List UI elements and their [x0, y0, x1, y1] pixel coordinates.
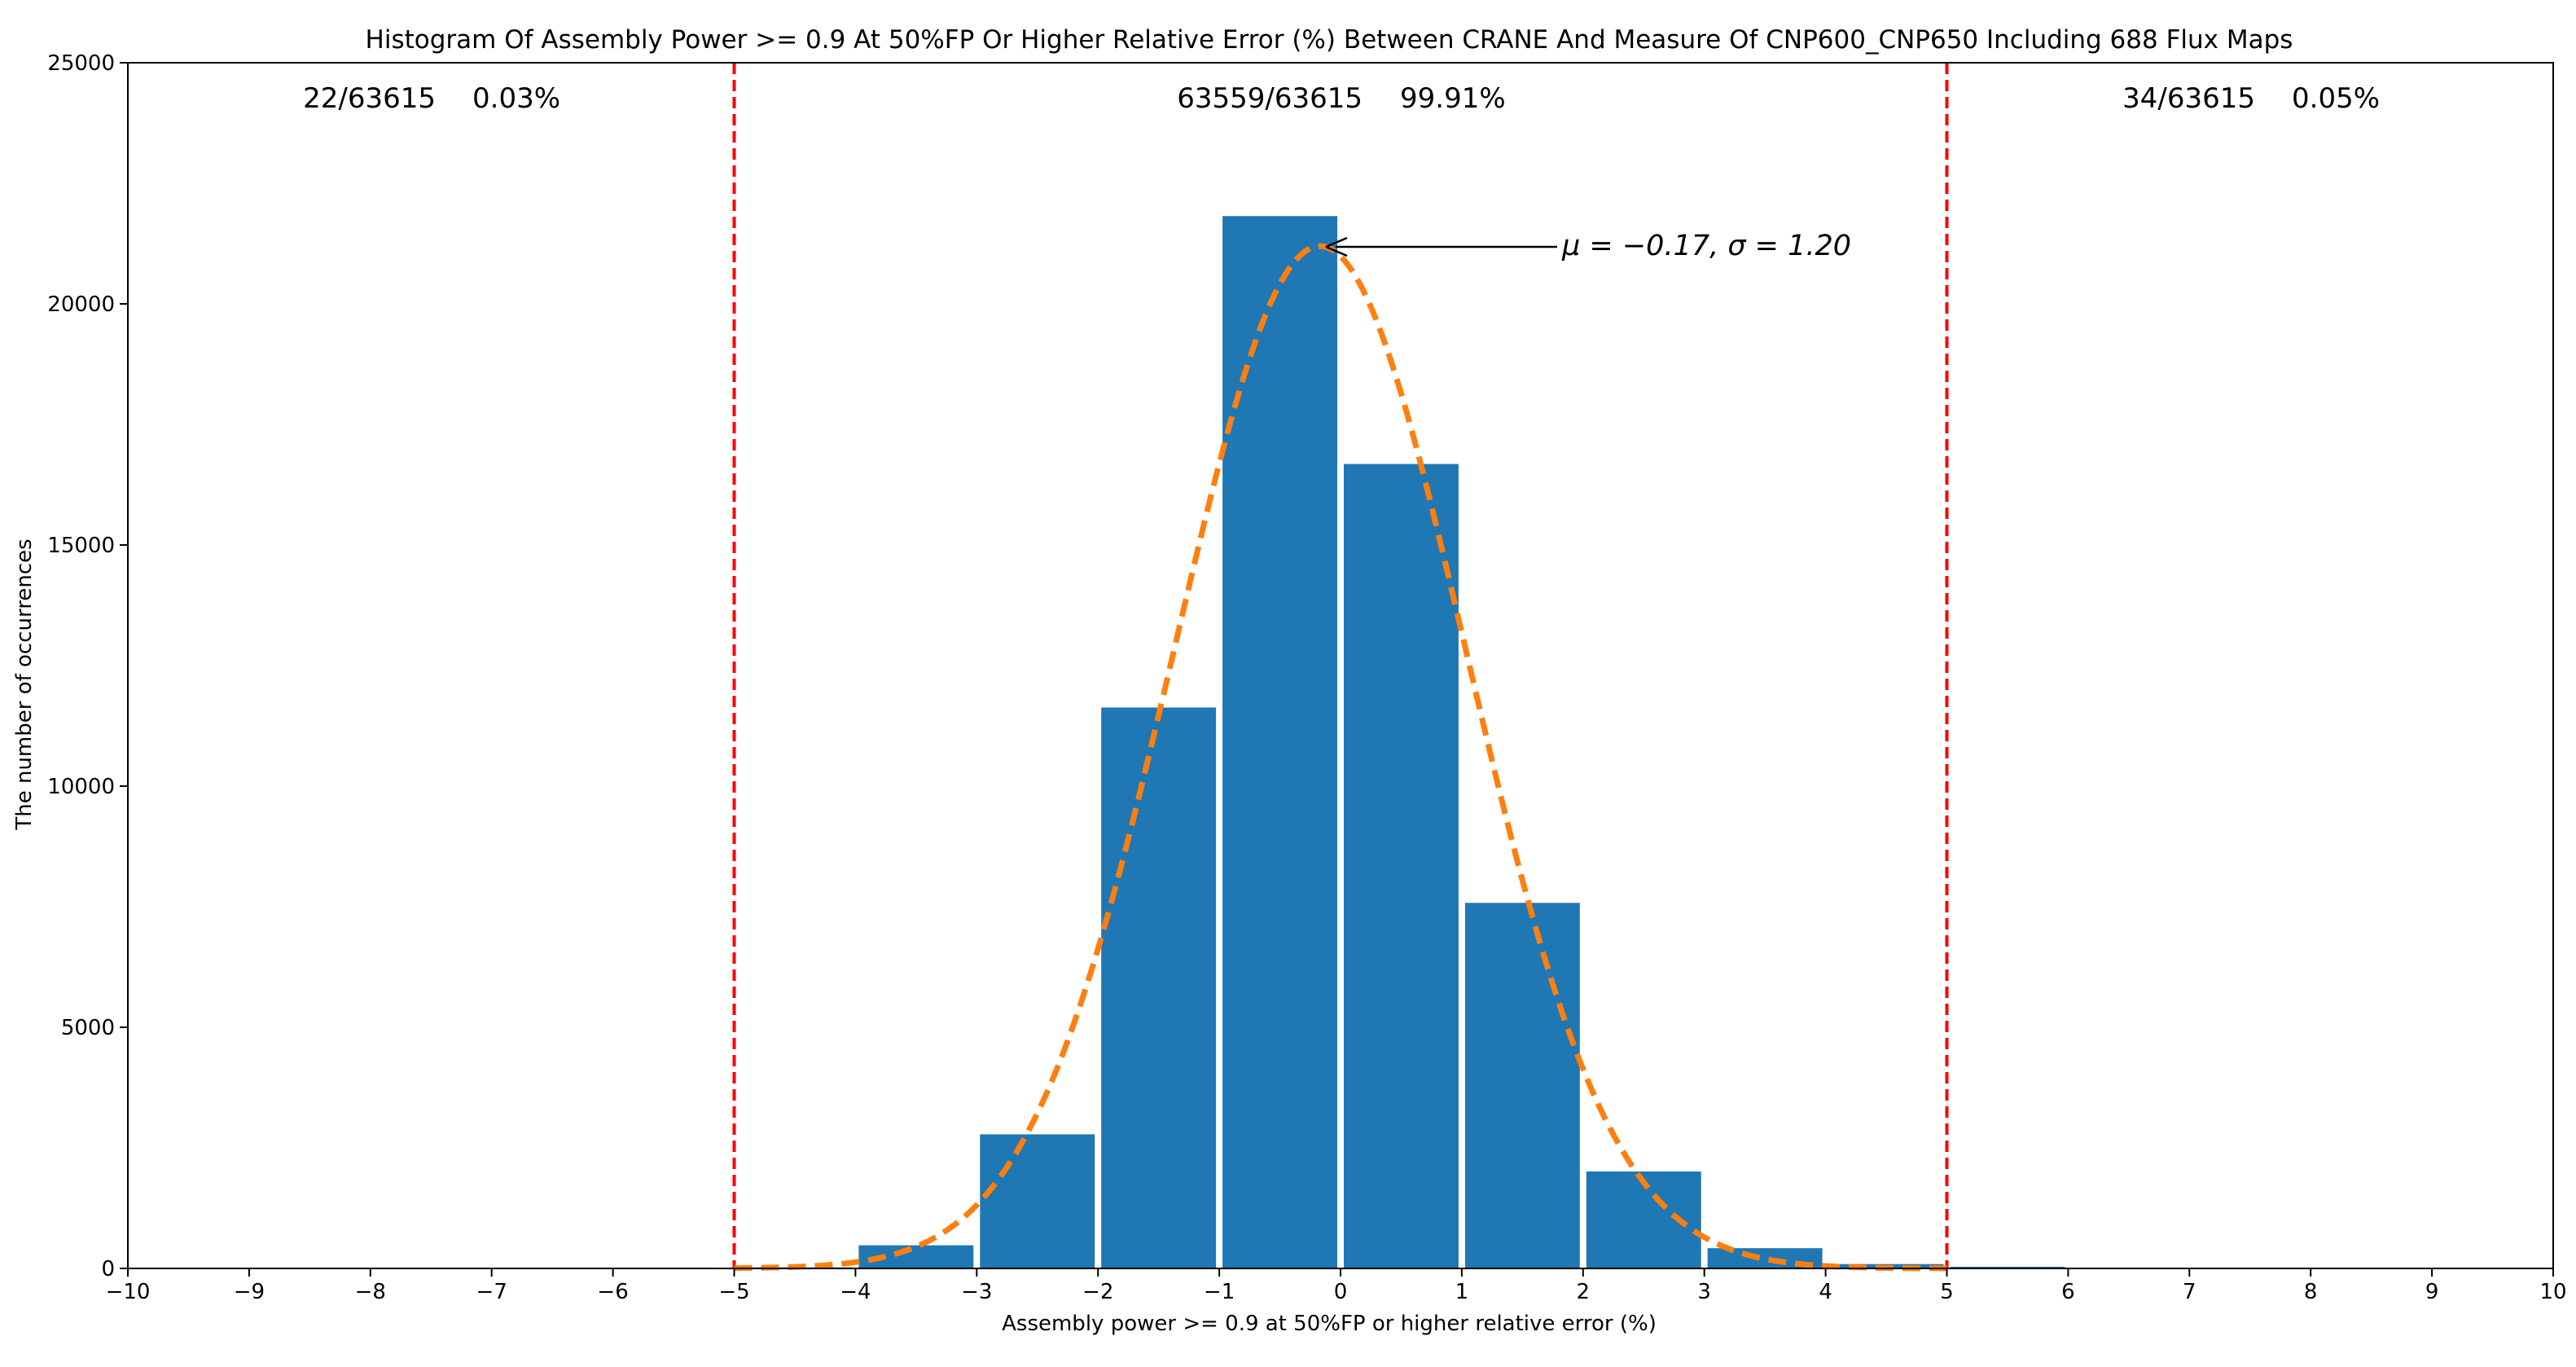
x-tick-label: −4 — [840, 1280, 871, 1304]
center-count: 63559/63615 — [1177, 82, 1363, 115]
x-tick-label: 10 — [2539, 1280, 2566, 1304]
x-tick-label: 5 — [1940, 1280, 1954, 1304]
y-axis-ticks: 0 5000 10000 15000 20000 25000 — [47, 51, 128, 1281]
y-axis-label: The number of occurrences — [12, 538, 37, 830]
x-tick-label: 3 — [1697, 1280, 1711, 1304]
limit-lines — [732, 63, 1949, 1268]
x-tick-label: −5 — [718, 1280, 749, 1304]
x-tick-label: −8 — [355, 1280, 386, 1304]
x-tick-label: 0 — [1334, 1280, 1348, 1304]
left-tail-percent: 0.03% — [472, 82, 560, 115]
histogram-bar-3 — [1101, 707, 1217, 1268]
x-tick-label: 4 — [1819, 1280, 1832, 1304]
x-tick-label: −9 — [234, 1280, 265, 1304]
x-tick-label: −7 — [476, 1280, 507, 1304]
left-tail-annotation: 22/63615 0.03% — [303, 82, 560, 115]
right-tail-annotation: 34/63615 0.05% — [2122, 82, 2380, 115]
x-tick-label: 6 — [2061, 1280, 2075, 1304]
y-tick-label: 15000 — [47, 534, 115, 558]
x-tick-label: 2 — [1577, 1280, 1591, 1304]
x-axis-label: Assembly power >= 0.9 at 50%FP or higher… — [1002, 1312, 1657, 1336]
x-tick-label: −3 — [961, 1280, 992, 1304]
x-tick-label: −2 — [1082, 1280, 1113, 1304]
y-tick-label: 5000 — [61, 1016, 115, 1040]
normal-fit-curve — [734, 243, 1947, 1272]
left-tail-count: 22/63615 — [303, 82, 436, 115]
x-tick-label: 8 — [2304, 1280, 2318, 1304]
chart-title: Histogram Of Assembly Power >= 0.9 At 50… — [366, 25, 2293, 55]
fit-annotation: μ = −0.17, σ = 1.20 — [1325, 230, 1851, 262]
center-percent: 99.91% — [1400, 82, 1506, 115]
x-tick-label: −10 — [106, 1280, 151, 1304]
y-tick-label: 20000 — [47, 292, 115, 317]
x-tick-label: 9 — [2425, 1280, 2439, 1304]
fit-parameters-label: μ = −0.17, σ = 1.20 — [1561, 230, 1851, 262]
y-tick-label: 25000 — [47, 51, 115, 76]
center-annotation: 63559/63615 99.91% — [1177, 82, 1505, 115]
x-tick-label: −6 — [597, 1280, 628, 1304]
x-tick-label: −1 — [1204, 1280, 1235, 1304]
histogram-bar-4 — [1222, 216, 1337, 1269]
y-tick-label: 10000 — [47, 775, 115, 799]
histogram-bar-10 — [1950, 1266, 2065, 1268]
right-tail-count: 34/63615 — [2122, 82, 2255, 115]
histogram-bar-2 — [980, 1134, 1095, 1268]
right-tail-percent: 0.05% — [2292, 82, 2380, 115]
x-tick-label: 1 — [1455, 1280, 1469, 1304]
x-tick-label: 7 — [2183, 1280, 2196, 1304]
histogram-bar-5 — [1344, 464, 1459, 1268]
x-axis-ticks: −10 −9 −8 −7 −6 −5 −4 −3 −2 −1 0 1 2 3 4 5 6 7 8 9 10 — [106, 1268, 2567, 1304]
y-tick-label: 0 — [101, 1257, 115, 1281]
histogram-bar-6 — [1464, 903, 1580, 1268]
fit-arrow-head — [1325, 236, 1348, 257]
